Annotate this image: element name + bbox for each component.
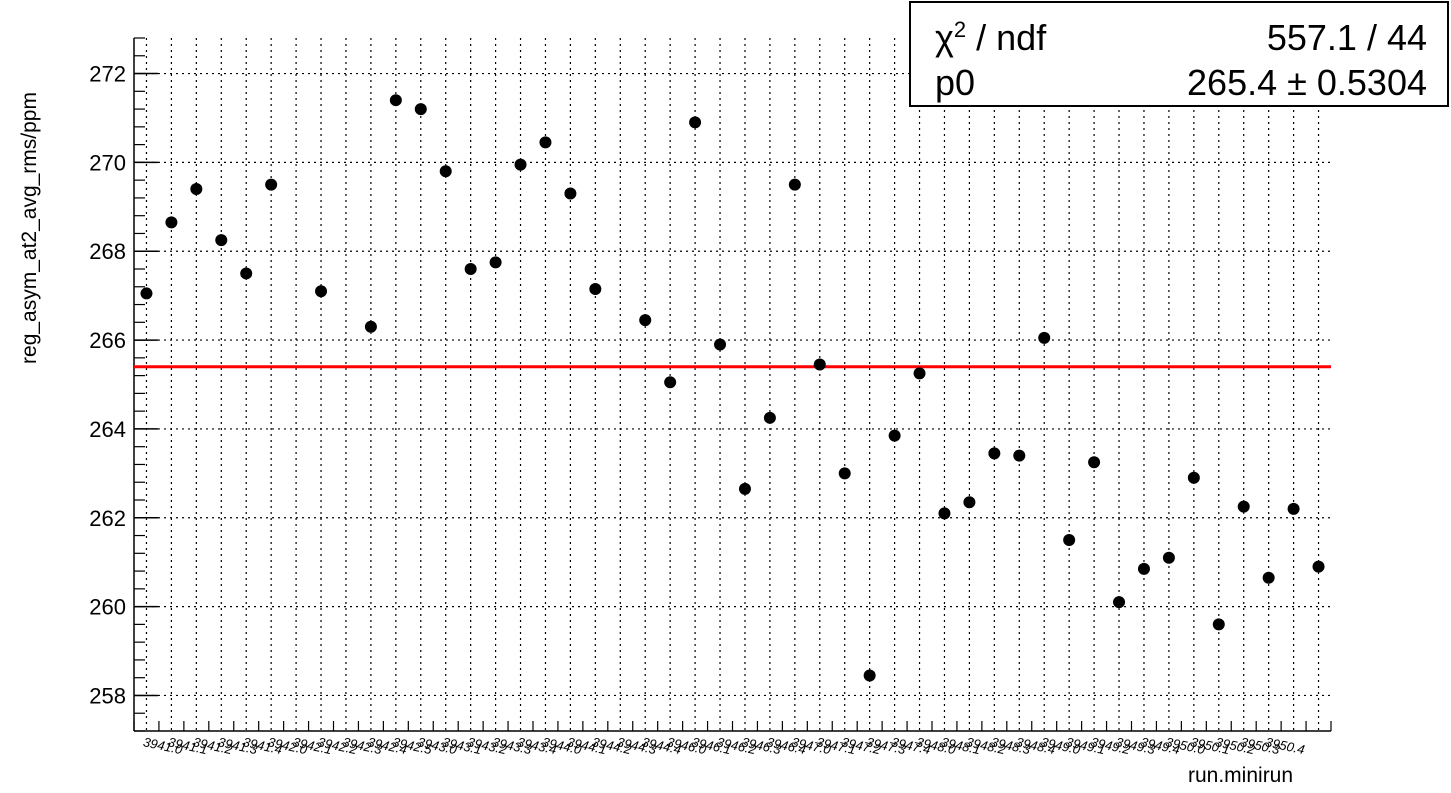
grid-lines xyxy=(134,38,1331,731)
data-point xyxy=(1287,502,1300,515)
data-point xyxy=(763,411,776,424)
data-point xyxy=(838,467,851,480)
y-tick-label: 266 xyxy=(89,328,126,353)
data-point xyxy=(489,256,502,269)
data-point xyxy=(140,287,153,300)
fit-stats-box: χ2 / ndf 557.1 / 44 p0 265.4 ± 0.5304 xyxy=(909,1,1449,107)
data-point xyxy=(714,338,727,351)
data-point xyxy=(639,314,652,327)
data-point xyxy=(265,178,278,191)
stats-row-chi2: χ2 / ndf 557.1 / 44 xyxy=(935,19,1427,59)
data-point xyxy=(738,482,751,495)
p0-value: 265.4 ± 0.5304 xyxy=(1187,62,1427,103)
data-points xyxy=(140,94,1325,682)
data-point xyxy=(439,165,452,178)
chi2-value: 557.1 / 44 xyxy=(1266,17,1427,58)
data-point xyxy=(1187,471,1200,484)
y-axis-ticks: 258 260 262 264 266 268 270 272 xyxy=(89,37,158,732)
axes xyxy=(133,38,1331,732)
data-point xyxy=(514,158,527,171)
y-tick-label: 268 xyxy=(89,239,126,264)
y-tick-label: 260 xyxy=(89,595,126,620)
data-point xyxy=(389,94,402,107)
y-tick-label: 264 xyxy=(89,417,126,442)
data-point xyxy=(1137,562,1150,575)
data-point xyxy=(788,178,801,191)
y-tick-label: 272 xyxy=(89,62,126,87)
data-point xyxy=(564,187,577,200)
chi2-label: χ2 / ndf xyxy=(935,17,1047,58)
data-point xyxy=(315,285,328,298)
data-point xyxy=(539,136,552,149)
data-point xyxy=(464,263,477,275)
data-point xyxy=(863,669,876,682)
y-tick-label: 270 xyxy=(89,150,126,175)
data-point xyxy=(1038,331,1051,344)
data-point xyxy=(1212,618,1225,631)
data-point xyxy=(913,367,926,380)
data-point xyxy=(190,183,203,196)
data-point xyxy=(165,216,178,229)
data-point xyxy=(414,103,427,116)
x-axis-title: run.minirun xyxy=(1188,764,1294,787)
data-point xyxy=(664,376,677,389)
x-axis-ticks: 3941.03941.13941.23941.33941.43942.03942… xyxy=(133,721,1332,757)
data-point xyxy=(1013,449,1026,462)
data-point xyxy=(240,267,253,280)
data-point xyxy=(215,234,228,247)
data-point xyxy=(364,320,377,333)
data-point xyxy=(1312,560,1325,573)
p0-label: p0 xyxy=(935,62,976,103)
y-tick-label: 258 xyxy=(89,683,126,708)
stats-row-p0: p0 265.4 ± 0.5304 xyxy=(935,65,1427,105)
data-point xyxy=(938,507,951,520)
data-point xyxy=(589,282,602,295)
data-point xyxy=(689,116,702,129)
data-point xyxy=(1063,533,1076,546)
data-point xyxy=(988,447,1001,460)
data-point xyxy=(1113,596,1126,609)
data-point xyxy=(1162,551,1175,564)
y-tick-label: 262 xyxy=(89,506,126,531)
data-point xyxy=(1262,571,1275,584)
data-point xyxy=(1237,500,1250,513)
data-point xyxy=(963,496,976,509)
data-point xyxy=(1088,456,1101,469)
data-point xyxy=(813,358,826,371)
data-point xyxy=(888,429,901,442)
